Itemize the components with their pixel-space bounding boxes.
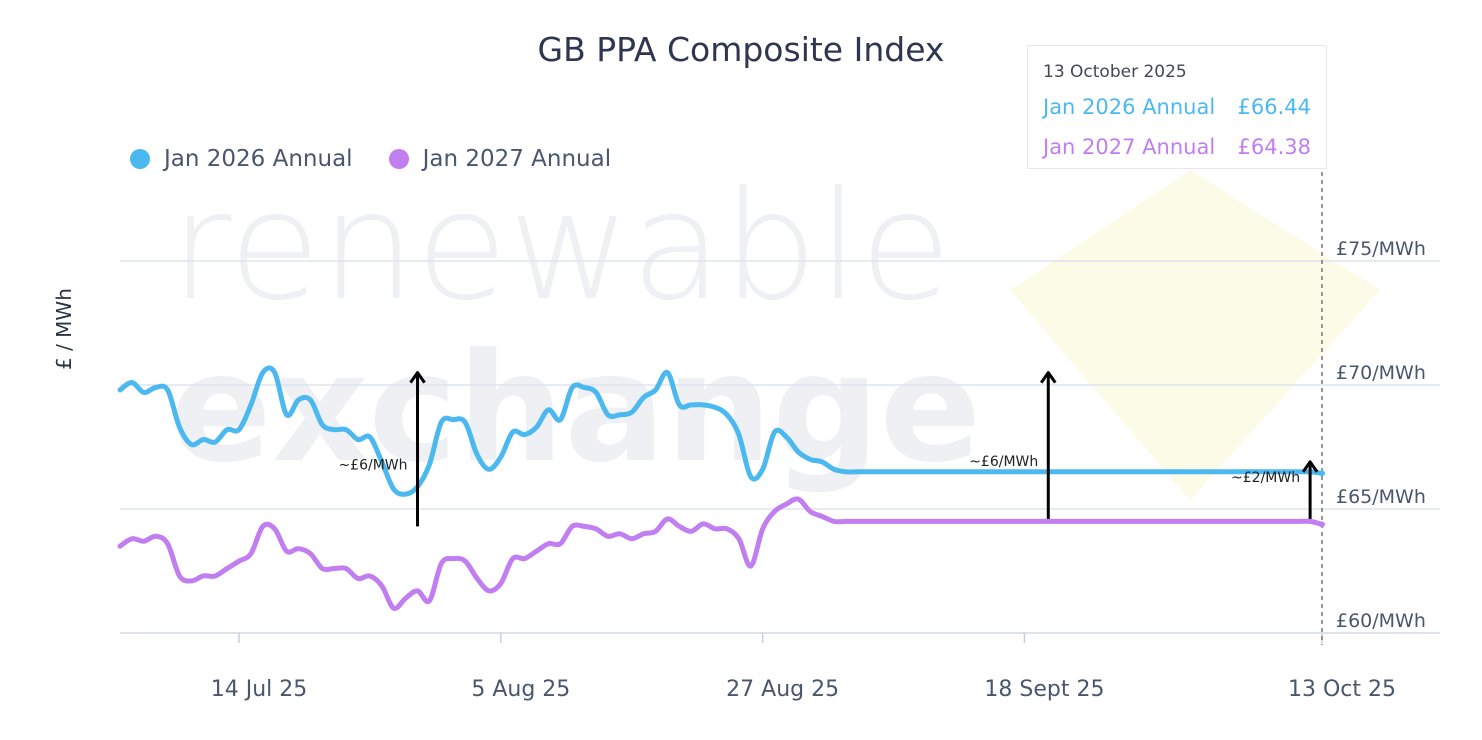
tooltip-label: Jan 2026 Annual (1043, 95, 1216, 119)
x-tick-label: 18 Sept 25 (984, 677, 1104, 702)
legend-label-jan-2027: Jan 2027 Annual (422, 146, 612, 172)
legend-marker-jan-2026 (130, 149, 150, 169)
tooltip-label: Jan 2027 Annual (1043, 135, 1216, 159)
annotation-arrowhead (1301, 460, 1319, 473)
series-line-jan-2026 (117, 365, 1325, 497)
annotation-label: ~£2/MWh (1231, 470, 1300, 486)
y-axis-label: £ / MWh (52, 288, 76, 370)
tooltip-value: £64.38 (1237, 135, 1311, 159)
y-tick-label: £65/MWh (1336, 486, 1426, 508)
tooltip-row-jan-2026: Jan 2026 Annual £66.44 (1043, 95, 1311, 119)
crosshair-point (1319, 470, 1325, 477)
y-tick-label: £70/MWh (1336, 362, 1426, 384)
x-tick-label: 27 Aug 25 (726, 677, 839, 702)
x-tick-label: 5 Aug 25 (471, 677, 570, 702)
y-tick-label: £75/MWh (1336, 238, 1426, 260)
annotation-arrowhead (1040, 371, 1057, 384)
series-line-jan-2027 (117, 496, 1325, 611)
y-tick-label: £60/MWh (1336, 610, 1426, 632)
tooltip-row-jan-2027: Jan 2027 Annual £64.38 (1043, 135, 1311, 159)
legend-label-jan-2026: Jan 2026 Annual (164, 146, 353, 172)
annotation-label: ~£6/MWh (969, 454, 1038, 470)
watermark-line1: renewable (170, 160, 952, 334)
legend-item-jan-2027[interactable]: Jan 2027 Annual (388, 146, 612, 172)
x-tick-label: 13 Oct 25 (1288, 677, 1396, 702)
annotation-label: ~£6/MWh (338, 457, 407, 473)
chart-title: GB PPA Composite Index (537, 30, 945, 69)
tooltip-value: £66.44 (1237, 95, 1311, 119)
legend-item-jan-2026[interactable]: Jan 2026 Annual (130, 146, 353, 172)
annotation-arrowhead (409, 371, 426, 384)
watermark-logo (1010, 170, 1380, 500)
crosshair-point (1319, 521, 1325, 528)
watermark-line2: exchange (170, 322, 981, 496)
legend: Jan 2026 Annual Jan 2027 Annual (130, 146, 611, 172)
x-tick-label: 14 Jul 25 (211, 677, 308, 702)
tooltip: 13 October 2025 Jan 2026 Annual £66.44 J… (1027, 45, 1327, 169)
legend-marker-jan-2027 (388, 149, 409, 169)
tooltip-date: 13 October 2025 (1043, 62, 1187, 82)
